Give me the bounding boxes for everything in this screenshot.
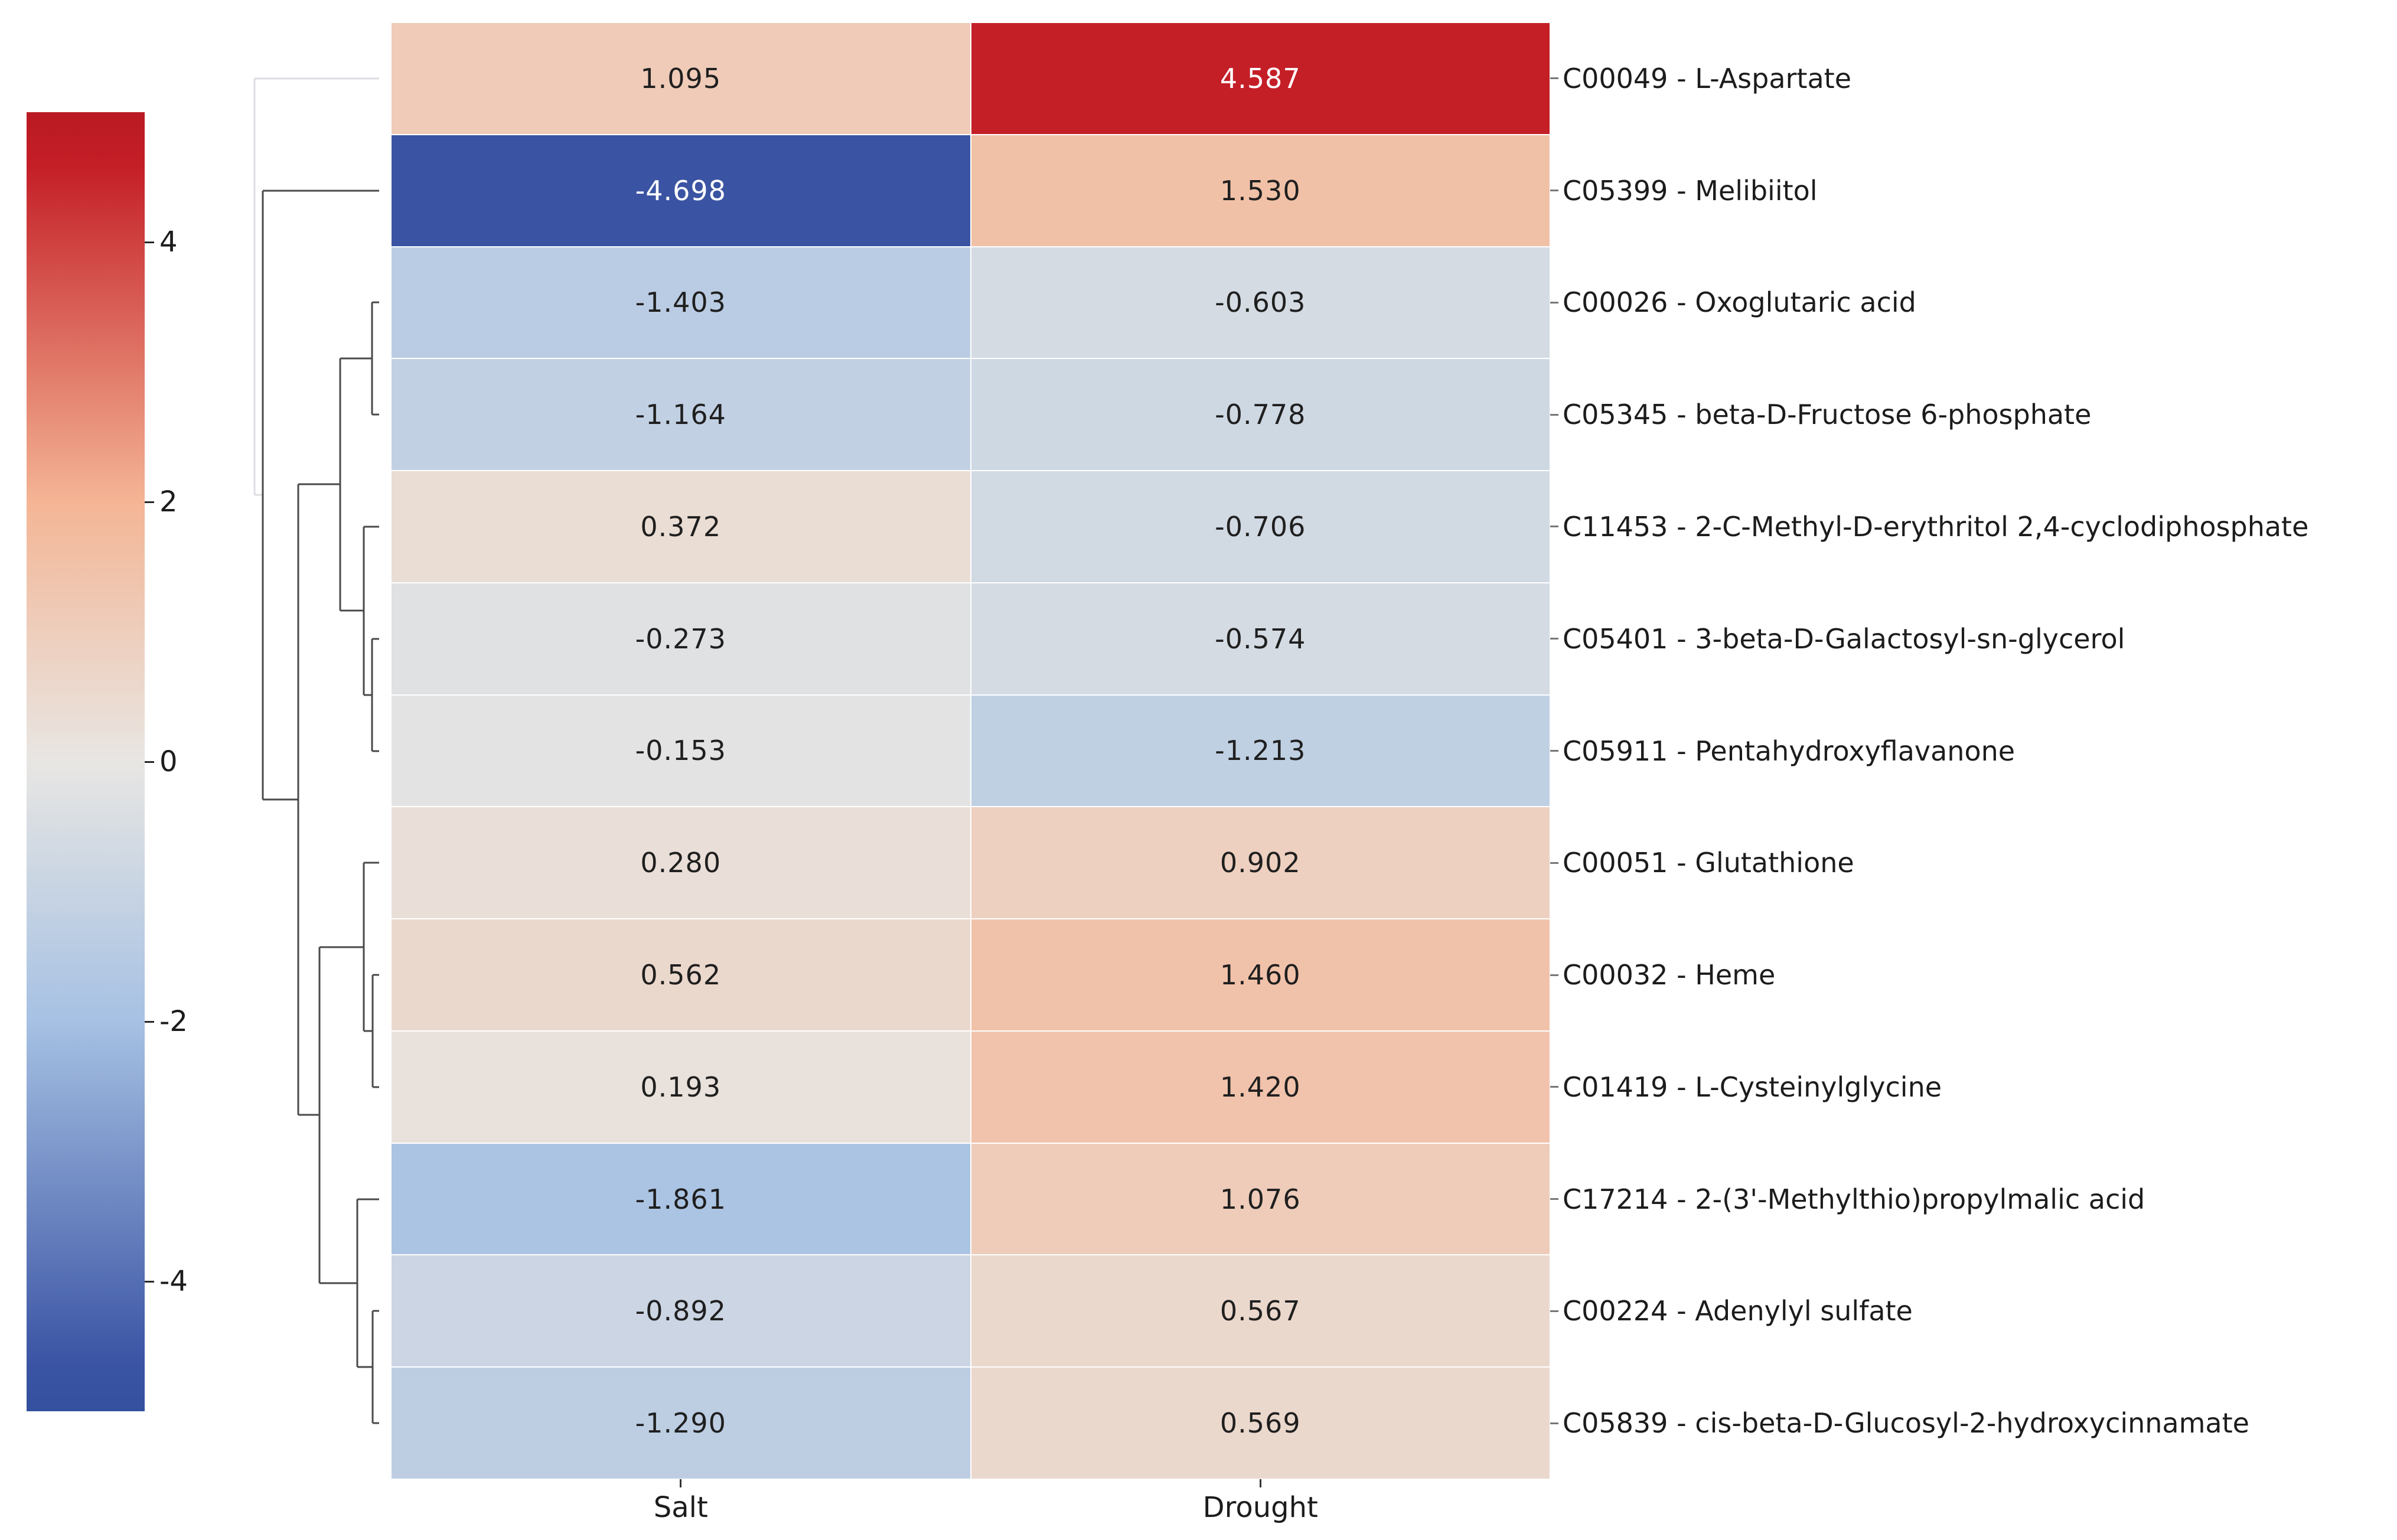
column-tick-mark <box>1259 1479 1261 1487</box>
heatmap-cell-value: -1.861 <box>635 1183 726 1215</box>
colorbar-tick-mark <box>145 241 154 243</box>
row-tick-mark <box>1550 301 1558 304</box>
heatmap-cell-value: 1.420 <box>1219 1071 1301 1103</box>
heatmap-cell-value: 0.280 <box>640 847 722 879</box>
colorbar-tick-mark <box>145 1020 154 1023</box>
colorbar-tick-mark <box>145 1280 154 1283</box>
heatmap-cell: -0.153 <box>392 695 970 807</box>
heatmap-cell-value: 1.530 <box>1219 174 1301 207</box>
heatmap-cell: 0.193 <box>392 1031 970 1143</box>
heatmap-cell: 4.587 <box>971 23 1550 134</box>
row-label: C05839 - cis-beta-D-Glucosyl-2-hydroxyci… <box>1563 1407 2249 1440</box>
row-tick-mark <box>1550 1310 1558 1312</box>
heatmap-cell-value: -1.290 <box>635 1407 726 1440</box>
heatmap-cell: 0.562 <box>392 919 970 1030</box>
heatmap-cell-value: 1.460 <box>1219 959 1301 991</box>
heatmap-cell-value: 0.193 <box>640 1071 722 1103</box>
row-label: C00032 - Heme <box>1563 959 1776 991</box>
row-tick-mark <box>1550 1198 1558 1200</box>
row-tick-mark <box>1550 1422 1558 1424</box>
heatmap-cell: 0.902 <box>971 807 1550 919</box>
row-label: C05401 - 3-beta-D-Galactosyl-sn-glycerol <box>1563 622 2125 655</box>
heatmap-cell: -4.698 <box>392 135 970 246</box>
row-tick-mark <box>1550 862 1558 864</box>
row-label: C00224 - Adenylyl sulfate <box>1563 1295 1913 1327</box>
heatmap-cell: -0.574 <box>971 583 1550 694</box>
row-tick-mark <box>1550 190 1558 192</box>
colorbar-tick-label: 2 <box>159 485 178 518</box>
row-label: C05345 - beta-D-Fructose 6-phosphate <box>1563 399 2092 431</box>
heatmap-cell-value: 4.587 <box>1219 62 1301 94</box>
row-tick-mark <box>1550 413 1558 416</box>
heatmap-cell: -0.273 <box>392 583 970 694</box>
heatmap-cell-value: -0.778 <box>1215 399 1306 431</box>
heatmap-cell-value: 1.095 <box>640 62 722 94</box>
heatmap-cell: -0.892 <box>392 1255 970 1367</box>
row-tick-mark <box>1550 974 1558 976</box>
heatmap-cell: 1.460 <box>971 919 1550 1030</box>
heatmap-grid: 1.095 4.587 -4.698 1.530 -1.403 -0.603 -1.164 -… <box>391 22 1550 1479</box>
colorbar-tick-mark <box>145 501 154 503</box>
row-label: C00051 - Glutathione <box>1563 847 1854 879</box>
heatmap-cell-value: -0.273 <box>635 622 726 655</box>
row-tick-mark <box>1550 750 1558 752</box>
heatmap-cell-value: -1.403 <box>635 286 726 319</box>
heatmap-cell: 0.569 <box>971 1368 1550 1479</box>
heatmap-cell-value: 1.076 <box>1219 1183 1301 1215</box>
colorbar-tick-mark <box>145 761 154 763</box>
colorbar-tick-label: -2 <box>159 1005 188 1038</box>
row-label: C17214 - 2-(3'-Methylthio)propylmalic ac… <box>1563 1183 2145 1215</box>
row-label: C05399 - Melibiitol <box>1563 174 1818 207</box>
heatmap-cell: 0.372 <box>392 471 970 582</box>
heatmap-cell: 1.530 <box>971 135 1550 246</box>
row-tick-mark <box>1550 638 1558 640</box>
heatmap-cell-value: -0.603 <box>1215 286 1306 319</box>
colorbar-tick-label: -4 <box>159 1265 188 1298</box>
heatmap-cell-value: 0.562 <box>640 959 722 991</box>
heatmap-cell-value: 0.902 <box>1219 847 1301 879</box>
colorbar-tick-label: 0 <box>159 745 178 778</box>
heatmap-cell: -1.164 <box>392 359 970 471</box>
heatmap-cell: 0.280 <box>392 807 970 919</box>
heatmap-cell: -0.603 <box>971 247 1550 358</box>
colorbar-gradient <box>27 112 145 1411</box>
heatmap-cell-value: 0.567 <box>1219 1295 1301 1327</box>
row-tick-mark <box>1550 1086 1558 1088</box>
heatmap-cell-value: -0.706 <box>1215 510 1306 543</box>
row-label: C01419 - L-Cysteinylglycine <box>1563 1071 1942 1103</box>
heatmap-cell-value: -0.153 <box>635 735 726 767</box>
heatmap-cell: -1.403 <box>392 247 970 358</box>
row-label: C11453 - 2-C-Methyl-D-erythritol 2,4-cyc… <box>1563 510 2309 543</box>
row-label: C00049 - L-Aspartate <box>1563 62 1851 94</box>
row-label: C00026 - Oxoglutaric acid <box>1563 286 1916 319</box>
heatmap-cell-value: -1.213 <box>1215 735 1306 767</box>
heatmap-cell: -0.778 <box>971 359 1550 471</box>
row-tick-mark <box>1550 526 1558 528</box>
heatmap-cell-value: -0.574 <box>1215 622 1306 655</box>
row-tick-mark <box>1550 77 1558 80</box>
row-label: C05911 - Pentahydroxyflavanone <box>1563 735 2016 767</box>
heatmap-cell-value: 0.569 <box>1219 1407 1301 1440</box>
heatmap-cell: -1.861 <box>392 1143 970 1255</box>
heatmap-cell: 1.420 <box>971 1031 1550 1143</box>
heatmap-cell: 0.567 <box>971 1255 1550 1367</box>
heatmap-cell-value: -0.892 <box>635 1295 726 1327</box>
heatmap-cell-value: -4.698 <box>635 174 726 207</box>
heatmap-cell: 1.076 <box>971 1143 1550 1255</box>
colorbar-tick-label: 4 <box>159 226 178 259</box>
heatmap-cell-value: 0.372 <box>640 510 722 543</box>
heatmap-cell: 1.095 <box>392 23 970 134</box>
heatmap-cell: -1.290 <box>392 1368 970 1479</box>
heatmap-cell: -1.213 <box>971 695 1550 807</box>
column-tick-mark <box>680 1479 682 1487</box>
column-label: Drought <box>1202 1491 1318 1524</box>
column-label: Salt <box>653 1491 708 1524</box>
heatmap-cell: -0.706 <box>971 471 1550 582</box>
heatmap-cell-value: -1.164 <box>635 399 726 431</box>
